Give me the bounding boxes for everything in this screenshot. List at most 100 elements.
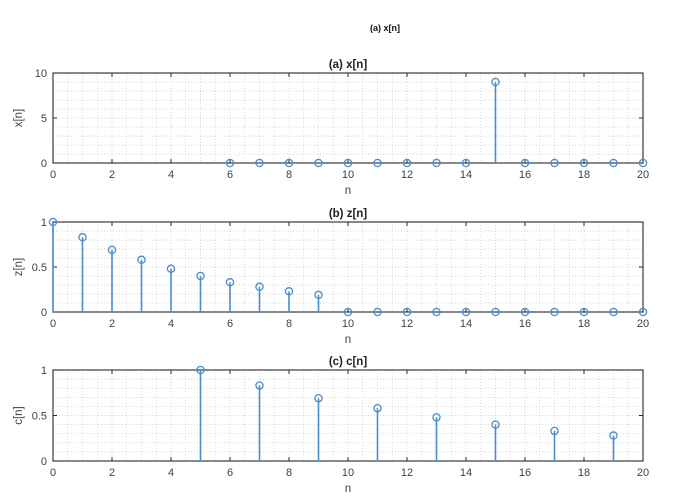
x-tick-label: 10 (342, 169, 354, 181)
x-tick-label: 18 (578, 318, 590, 330)
x-tick-label: 6 (227, 169, 233, 181)
stem-marker (432, 307, 441, 317)
stem-marker (550, 307, 559, 317)
x-tick-label: 8 (286, 169, 292, 181)
y-axis-label: c[n] (13, 406, 25, 425)
x-tick-label: 2 (109, 318, 115, 330)
x-tick-label: 10 (342, 318, 354, 330)
stem-marker (638, 307, 648, 317)
stem-marker (343, 307, 353, 317)
stem-marker (343, 158, 353, 168)
y-axis-ticks: 00.51 (32, 217, 643, 319)
stem-marker (373, 403, 382, 413)
y-tick-label: 0 (41, 158, 47, 170)
x-tick-label: 18 (578, 169, 590, 181)
stem-marker (255, 158, 264, 168)
x-tick-label: 16 (519, 467, 531, 479)
y-tick-label: 1 (41, 365, 47, 377)
x-axis-ticks: 0 2 4 6 8 10 12 14 16 18 20 (50, 222, 649, 330)
stem-marker (196, 271, 205, 281)
stem-marker (225, 158, 235, 168)
stem-marker (255, 282, 264, 292)
x-tick-label: 8 (286, 318, 292, 330)
subplot-title: (c) c[n] (329, 356, 368, 368)
stem-marker (550, 426, 559, 436)
y-tick-label: 0 (41, 307, 47, 319)
y-axis-ticks: 0 5 10 (35, 68, 643, 170)
stem-marker (255, 381, 264, 390)
x-tick-label: 4 (168, 169, 174, 181)
x-tick-label: 4 (168, 318, 174, 330)
x-tick-label: 6 (227, 318, 233, 330)
subplot-a-xn: 0 2 4 6 8 10 12 14 16 18 20 0 5 10 (a) x[n] n x[n] (13, 59, 649, 197)
x-axis-ticks: 0 2 4 6 8 10 12 14 16 18 20 (50, 73, 649, 181)
x-tick-label: 12 (401, 467, 413, 479)
stem-series (225, 77, 648, 168)
stem-marker (314, 393, 323, 403)
x-tick-label: 2 (109, 467, 115, 479)
x-tick-label: 2 (109, 169, 115, 181)
stem-marker (284, 158, 294, 168)
stem-marker (432, 413, 441, 422)
x-tick-label: 16 (519, 318, 531, 330)
grid-lines (53, 222, 643, 312)
stem-marker (373, 158, 382, 168)
stem-marker (284, 287, 294, 296)
y-tick-label: 0.5 (32, 411, 47, 423)
x-tick-label: 4 (168, 467, 174, 479)
stem-marker (520, 307, 530, 317)
y-tick-label: 0 (41, 456, 47, 468)
y-axis-label: x[n] (13, 109, 25, 128)
stem-marker (579, 307, 589, 317)
stem-marker (78, 233, 87, 242)
stem-marker (314, 158, 323, 168)
x-tick-label: 16 (519, 169, 531, 181)
y-tick-label: 5 (41, 113, 47, 125)
y-axis-label: z[n] (13, 258, 25, 277)
x-axis-label: n (345, 483, 351, 495)
stem-marker (137, 255, 146, 265)
stem-marker (520, 158, 530, 168)
x-tick-label: 20 (637, 318, 649, 330)
stem-marker (48, 217, 58, 227)
subplot-title: (a) x[n] (329, 59, 368, 71)
x-tick-label: 20 (637, 467, 649, 479)
y-axis-ticks: 00.51 (32, 365, 643, 468)
y-tick-label: 1 (41, 217, 47, 229)
stem-marker (491, 420, 500, 429)
stem-marker (609, 307, 618, 317)
stem-marker (491, 77, 500, 87)
stem-marker (314, 290, 323, 300)
stem-marker (402, 158, 412, 168)
stem-series (48, 217, 648, 317)
stem-marker (225, 278, 235, 287)
grid-lines (53, 73, 643, 163)
x-tick-label: 10 (342, 467, 354, 479)
x-tick-label: 6 (227, 467, 233, 479)
y-tick-label: 0.5 (32, 262, 47, 274)
stem-marker (373, 307, 382, 317)
y-tick-label: 10 (35, 68, 47, 80)
stem-series (196, 365, 618, 461)
x-tick-label: 14 (460, 318, 472, 330)
x-tick-label: 8 (286, 467, 292, 479)
x-tick-label: 0 (50, 467, 56, 479)
x-tick-label: 14 (460, 467, 472, 479)
stem-marker (638, 158, 648, 168)
stem-marker (432, 158, 441, 168)
stem-marker (609, 158, 618, 168)
x-axis-label: n (345, 185, 351, 197)
x-axis-label: n (345, 334, 351, 346)
stem-marker (166, 264, 176, 274)
x-tick-label: 12 (401, 318, 413, 330)
x-tick-label: 20 (637, 169, 649, 181)
x-tick-label: 18 (578, 467, 590, 479)
stem-marker (550, 158, 559, 168)
x-tick-label: 0 (50, 318, 56, 330)
stem-marker (107, 245, 117, 255)
stem-marker (461, 158, 471, 168)
stem-marker (461, 307, 471, 317)
